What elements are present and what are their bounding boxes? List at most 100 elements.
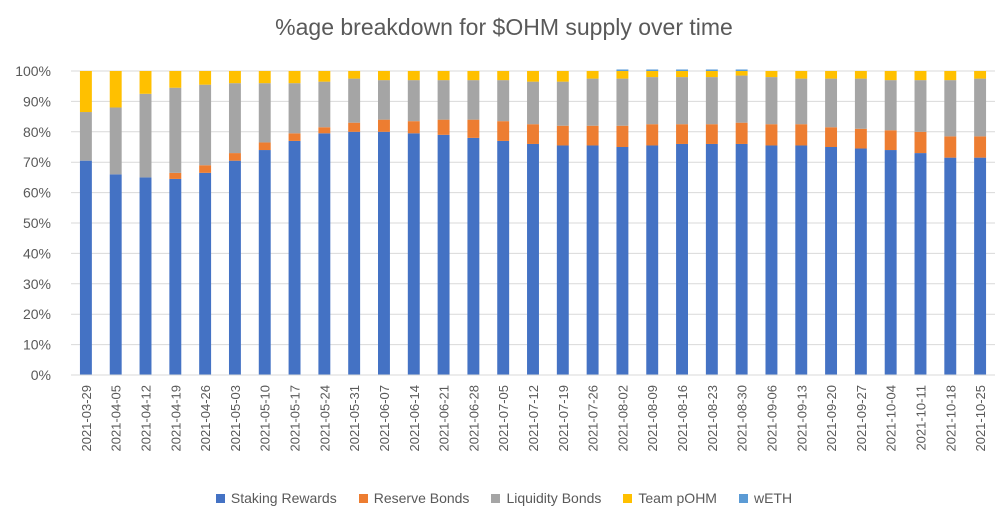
bar-segment-staking-rewards <box>79 160 92 375</box>
y-tick-label: 70% <box>23 154 51 170</box>
bar-segment-liquidity-bonds <box>914 80 927 132</box>
x-tick-label: 2021-05-31 <box>347 385 362 452</box>
bar-segment-reserve-bonds <box>228 153 241 161</box>
bar-segment-reserve-bonds <box>884 130 897 151</box>
bar-segment-liquidity-bonds <box>944 80 957 137</box>
bar-segment-weth <box>646 69 659 71</box>
bar-segment-team-pohm <box>735 71 748 76</box>
bar-segment-reserve-bonds <box>527 124 539 144</box>
bar-segment-liquidity-bonds <box>586 78 599 126</box>
bar-segment-reserve-bonds <box>795 124 808 146</box>
bar-segment-liquidity-bonds <box>854 78 867 129</box>
bar-segment-reserve-bonds <box>318 127 331 134</box>
bar-segment-team-pohm <box>348 71 361 79</box>
x-tick-label: 2021-05-10 <box>258 385 273 452</box>
y-tick-label: 50% <box>23 215 51 231</box>
bar-segment-team-pohm <box>497 71 510 81</box>
bar-segment-staking-rewards <box>944 157 957 375</box>
x-tick-label: 2021-08-02 <box>615 385 630 452</box>
legend-swatch <box>358 493 368 503</box>
legend: Staking Rewards Reserve Bonds Liquidity Bo… <box>0 490 1008 506</box>
x-tick-label: 2021-07-26 <box>586 385 601 452</box>
bar-segment-staking-rewards <box>258 150 271 375</box>
bar-segment-team-pohm <box>378 71 390 81</box>
bar-segment-staking-rewards <box>437 134 450 375</box>
bar-segment-staking-rewards <box>765 145 778 375</box>
bar-segment-reserve-bonds <box>378 119 390 132</box>
bar-segment-reserve-bonds <box>467 119 480 138</box>
bar-segment-liquidity-bonds <box>467 80 480 120</box>
bar-segment-liquidity-bonds <box>765 77 778 125</box>
bar-segment-staking-rewards <box>884 150 897 375</box>
bar-segment-reserve-bonds <box>825 127 838 147</box>
bar-segment-liquidity-bonds <box>109 107 122 175</box>
bar-segment-liquidity-bonds <box>795 78 808 125</box>
bar-segment-staking-rewards <box>646 145 659 375</box>
bar-segment-staking-rewards <box>974 157 987 375</box>
bars <box>79 69 987 375</box>
bar-segment-liquidity-bonds <box>288 83 301 134</box>
x-axis-ticks: 2021-03-29 2021-04-05 2021-04-12 2021-04-19… <box>79 385 988 452</box>
bar-segment-reserve-bonds <box>914 131 927 154</box>
x-tick-label: 2021-07-05 <box>496 385 511 452</box>
bar-segment-reserve-bonds <box>735 122 748 144</box>
x-tick-label: 2021-09-13 <box>794 385 809 452</box>
chart-title: %age breakdown for $OHM supply over time <box>275 14 733 40</box>
bar-segment-team-pohm <box>646 71 659 78</box>
bar-segment-reserve-bonds <box>497 121 510 141</box>
bar-segment-team-pohm <box>765 71 778 78</box>
legend-swatch <box>623 493 633 503</box>
bar-segment-liquidity-bonds <box>556 81 569 126</box>
y-tick-label: 60% <box>23 185 51 201</box>
x-tick-label: 2021-06-21 <box>437 385 452 452</box>
bar-segment-liquidity-bonds <box>884 80 897 131</box>
bar-segment-team-pohm <box>169 71 182 88</box>
bar-segment-staking-rewards <box>228 160 241 375</box>
bar-segment-reserve-bonds <box>765 124 778 146</box>
bar-segment-team-pohm <box>318 71 331 82</box>
bar-segment-staking-rewards <box>139 177 152 375</box>
x-tick-label: 2021-08-16 <box>675 385 690 452</box>
bar-segment-team-pohm <box>705 71 718 78</box>
x-tick-label: 2021-09-20 <box>824 385 839 452</box>
bar-segment-staking-rewards <box>825 147 838 375</box>
bar-segment-staking-rewards <box>467 137 480 375</box>
bar-segment-team-pohm <box>825 71 838 79</box>
bar-segment-staking-rewards <box>616 147 629 375</box>
bar-segment-staking-rewards <box>705 143 718 375</box>
y-tick-label: 90% <box>23 93 51 109</box>
bar-segment-team-pohm <box>974 71 987 79</box>
x-tick-label: 2021-04-19 <box>168 385 183 452</box>
legend-swatch <box>738 493 748 503</box>
bar-segment-staking-rewards <box>378 131 390 375</box>
bar-segment-reserve-bonds <box>676 124 688 144</box>
bar-segment-weth <box>705 69 718 71</box>
bar-segment-staking-rewards <box>735 143 748 375</box>
bar-segment-team-pohm <box>914 71 927 81</box>
bar-segment-staking-rewards <box>854 148 867 375</box>
bar-segment-reserve-bonds <box>556 125 569 146</box>
legend-label: Team pOHM <box>638 490 717 506</box>
bar-segment-liquidity-bonds <box>735 75 748 123</box>
bar-segment-weth <box>735 69 748 71</box>
bar-segment-team-pohm <box>228 71 241 84</box>
bar-segment-staking-rewards <box>556 145 569 375</box>
bar-segment-team-pohm <box>616 71 629 79</box>
bar-segment-liquidity-bonds <box>258 83 271 143</box>
bar-segment-staking-rewards <box>527 143 539 375</box>
legend-item: wETH <box>738 490 792 506</box>
x-tick-label: 2021-04-26 <box>198 385 213 452</box>
x-tick-label: 2021-07-12 <box>526 385 541 452</box>
bar-segment-team-pohm <box>437 71 450 81</box>
y-tick-label: 40% <box>23 245 51 261</box>
bar-segment-liquidity-bonds <box>79 112 92 161</box>
bar-segment-liquidity-bonds <box>318 81 331 128</box>
x-tick-label: 2021-04-12 <box>139 385 154 452</box>
x-tick-label: 2021-03-29 <box>79 385 94 452</box>
bar-segment-weth <box>616 69 629 71</box>
legend-swatch <box>491 493 501 503</box>
x-tick-label: 2021-08-30 <box>735 385 750 452</box>
legend-item: Reserve Bonds <box>358 490 469 506</box>
x-tick-label: 2021-10-18 <box>943 385 958 452</box>
bar-segment-team-pohm <box>556 71 569 82</box>
